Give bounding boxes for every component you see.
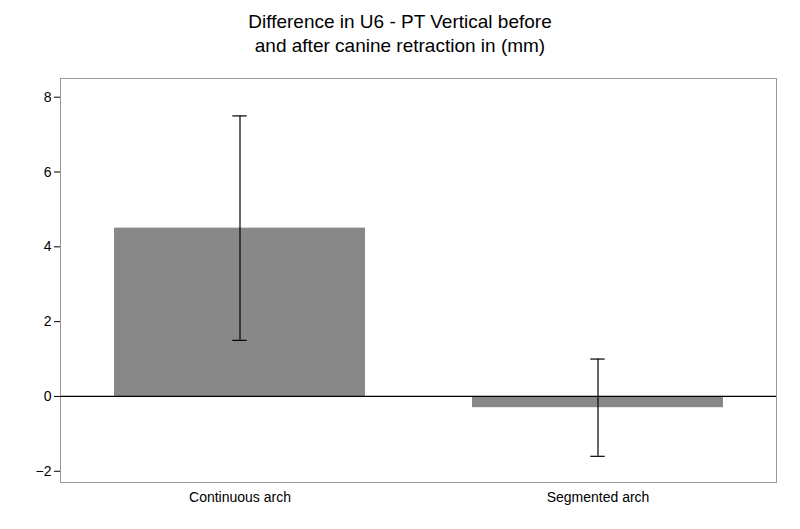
svg-text:Continuous arch: Continuous arch: [189, 489, 291, 505]
svg-text:8: 8: [44, 89, 52, 105]
svg-text:Segmented arch: Segmented arch: [547, 489, 650, 505]
svg-text:−2: −2: [36, 463, 52, 479]
html-text:Difference in U6 - PT Vertical: Difference in U6 - PT Vertical before an…: [248, 11, 552, 56]
svg-text:0: 0: [44, 388, 52, 404]
svg-text:2: 2: [44, 313, 52, 329]
svg-text:6: 6: [44, 163, 52, 179]
svg-text:4: 4: [44, 238, 52, 254]
